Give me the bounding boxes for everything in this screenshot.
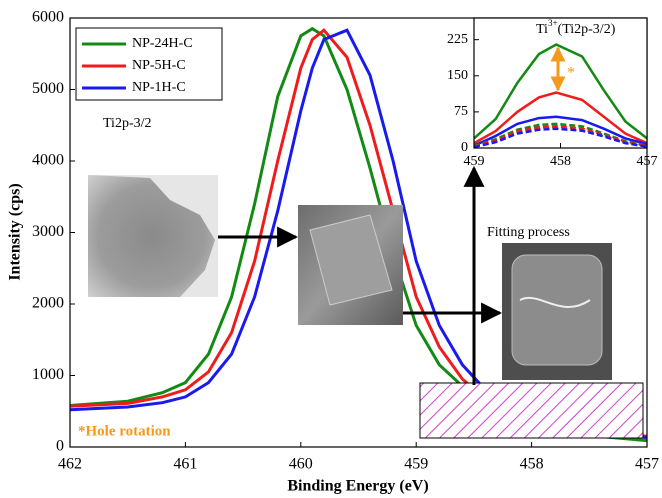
series-line [473,127,648,149]
x-tick-label: 458 [550,154,571,169]
x-tick-label: 462 [58,456,82,473]
tem-image [88,175,218,297]
y-tick-label: 6000 [32,9,64,26]
plot-frame [69,17,648,448]
inset-plot: 459 458 457 0 75 150 225 [447,17,658,169]
plot-frame [473,17,648,149]
series-line [473,115,648,147]
fitting-region [419,382,644,439]
inset-title-sup: 3+ [548,18,558,28]
y-axis-label: Intensity (cps) [7,183,24,280]
x-tick-label: 457 [637,154,658,169]
x-tick-label: 458 [520,456,544,473]
x-tick-label: 457 [635,456,659,473]
x-tick-label: 459 [404,456,428,473]
y-tick-label: 4000 [32,152,64,169]
main-plot: 462 461 460 459 458 457 0 1000 2000 3000 4000 5000 6… [32,9,659,473]
inset-title-rest: (Ti2p-3/2) [558,22,616,37]
y-tick-label: 75 [454,104,468,119]
x-tick-label: 461 [173,456,197,473]
x-tick-label: 460 [289,456,313,473]
annotation: Fitting process [487,225,570,240]
y-tick-label: 1000 [32,366,64,383]
x-tick-label: 459 [464,154,485,169]
y-tick-label: 5000 [32,80,64,97]
y-tick-label: 0 [461,140,468,155]
legend-label: NP-1H-C [132,80,186,95]
legend: NP-24H-C NP-5H-C NP-1H-C [75,27,223,101]
inset-marker: * [567,65,575,82]
inset-title: Ti3+(Ti2p-3/2) [536,18,616,37]
annotation: Ti2p-3/2 [103,116,152,131]
legend-label: NP-5H-C [132,58,186,73]
sem-image [502,243,612,380]
legend-label: NP-24H-C [132,36,193,51]
inset-title-base: Ti [536,22,548,37]
y-tick-label: 3000 [32,223,64,240]
x-axis-label: Binding Energy (eV) [287,478,428,495]
series-line [473,122,648,148]
series-line [473,91,648,145]
y-tick-label: 225 [447,32,468,47]
y-tick-label: 2000 [32,295,64,312]
y-tick-label: 150 [447,68,468,83]
annotation: *Hole rotation [78,423,171,439]
sem-image [298,205,403,325]
series-line [473,43,648,140]
y-tick-label: 0 [56,438,64,455]
